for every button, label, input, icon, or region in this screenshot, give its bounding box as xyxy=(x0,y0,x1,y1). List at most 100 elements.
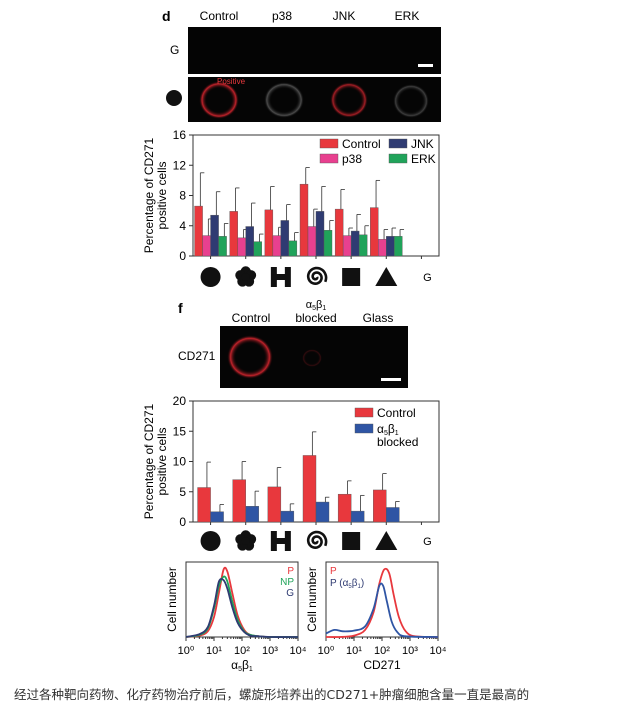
panel-d-col-erk: ERK xyxy=(395,9,420,23)
x-tick-label: 10² xyxy=(374,645,390,657)
y-tick-label: 4 xyxy=(179,219,186,233)
legend-swatch xyxy=(319,138,339,149)
y-axis-label-line1: Percentage of CD271 xyxy=(142,137,156,253)
square-shape-icon xyxy=(342,532,361,550)
legend-label: p38 xyxy=(342,152,362,166)
bar-control xyxy=(229,211,238,257)
x-tick-label: 10³ xyxy=(402,645,418,657)
bar-control xyxy=(264,209,274,257)
bar-p38 xyxy=(272,235,282,257)
bar-jnk xyxy=(350,230,360,257)
panel-d-col-jnk: JNK xyxy=(333,9,356,23)
cell-d-erk xyxy=(393,84,429,118)
bar-control xyxy=(197,487,211,523)
legend-label: JNK xyxy=(411,137,434,151)
bar-51blocked xyxy=(280,510,295,523)
legend-label: Control xyxy=(377,406,416,420)
bar-erk xyxy=(394,236,403,257)
panel-d-row-glass: G xyxy=(170,43,179,57)
histogram-line-p xyxy=(325,567,439,638)
figure-caption: 经过各种靶向药物、化疗药物治疗前后，螺旋形培养出的CD271+肿瘤细胞含量一直是… xyxy=(14,687,530,702)
x-tick-label: 10¹ xyxy=(346,645,362,657)
panel-f-row-label: CD271 xyxy=(178,349,216,363)
x-tick-label: 10³ xyxy=(262,645,278,657)
x-tick-label: 10⁰ xyxy=(178,645,195,657)
circle-shape-icon xyxy=(200,267,221,287)
bar-erk xyxy=(323,230,333,257)
panel-d-letter: d xyxy=(162,8,171,24)
legend-swatch xyxy=(388,138,408,149)
legend-label-blocked-word: blocked xyxy=(377,435,418,449)
cell-d-jnk xyxy=(330,82,368,118)
bar-control xyxy=(334,208,344,257)
y-tick-label: 0 xyxy=(179,249,186,263)
triangle-shape-icon xyxy=(375,531,398,550)
bar-control xyxy=(337,493,352,523)
panel-f-col-control: Control xyxy=(232,311,271,325)
x-tick-label: 10² xyxy=(234,645,250,657)
bar-jnk xyxy=(245,226,254,257)
legend-label: G xyxy=(286,588,294,599)
bar-p38 xyxy=(237,237,246,257)
y-axis-label-line1: Percentage of CD271 xyxy=(142,403,156,519)
triangle-shape-icon xyxy=(375,267,398,286)
x-axis-label: α5β1 xyxy=(231,658,253,673)
y-axis-label: Cell number xyxy=(165,567,179,632)
x-tick-label: 10⁰ xyxy=(318,645,335,657)
bar-51blocked xyxy=(210,511,224,523)
flower-shape-icon xyxy=(235,266,257,287)
x-tick-label: 10⁴ xyxy=(290,645,307,657)
bar-control xyxy=(267,486,282,523)
histogram-line-p51 xyxy=(325,582,439,638)
spiral-shape-icon xyxy=(306,266,328,286)
bar-control xyxy=(370,207,379,257)
x-axis-label: CD271 xyxy=(363,658,401,672)
panel-d-row-circle-icon xyxy=(166,90,182,106)
bar-51blocked xyxy=(350,510,365,523)
y-tick-label: 20 xyxy=(173,394,187,408)
bar-erk xyxy=(218,236,227,257)
legend-label: P xyxy=(287,566,294,577)
bar-control xyxy=(232,479,246,523)
histogram-line-g xyxy=(185,577,299,638)
bar-control xyxy=(194,205,203,257)
legend-swatch xyxy=(354,423,374,434)
y-tick-label: 10 xyxy=(173,455,187,469)
square-shape-icon xyxy=(342,268,361,286)
cell-d-p38 xyxy=(264,82,304,118)
bar-control xyxy=(373,489,387,523)
bar-51blocked xyxy=(245,506,259,523)
panel-d-col-control: Control xyxy=(200,9,239,23)
y-tick-label: 15 xyxy=(173,424,187,438)
positive-label: Positive xyxy=(217,77,246,86)
micrograph-d-glass xyxy=(188,27,441,74)
legend-label: P xyxy=(330,566,337,577)
bar-chart-d: 0 4 8 12 16 Percentage of CD271 positive cells… xyxy=(142,128,440,287)
scale-bar-f xyxy=(381,378,401,381)
histogram-cd271: 10⁰ 10¹ 10² 10³ 10⁴ Cell number PP (α5β1) CD271 xyxy=(305,561,447,672)
legend-label: P (α5β1) xyxy=(330,578,364,590)
legend-label: Control xyxy=(342,137,381,151)
y-tick-label: 5 xyxy=(179,485,186,499)
bar-chart-f: 0 5 10 15 20 Percentage of CD271 positive cell… xyxy=(142,394,440,551)
bar-jnk xyxy=(315,211,325,257)
bar-erk xyxy=(253,241,262,257)
legend-swatch xyxy=(388,153,408,164)
bar-p38 xyxy=(378,239,387,257)
flower-center xyxy=(241,537,250,545)
x-tick-label: 10¹ xyxy=(206,645,222,657)
panel-f-letter: f xyxy=(178,300,183,316)
legend-label: ERK xyxy=(411,152,436,166)
y-axis-label-line2: positive cells xyxy=(155,427,169,495)
scale-bar-d xyxy=(418,64,433,67)
y-axis-label-line2: positive cells xyxy=(155,161,169,229)
bar-51blocked xyxy=(315,501,330,523)
panel-f-col-blocked: blocked xyxy=(295,311,336,325)
bar-jnk xyxy=(280,220,290,257)
legend-swatch xyxy=(354,407,374,418)
glass-category-label: G xyxy=(423,536,432,548)
flower-center xyxy=(241,273,250,281)
cell-f-control xyxy=(227,335,273,379)
